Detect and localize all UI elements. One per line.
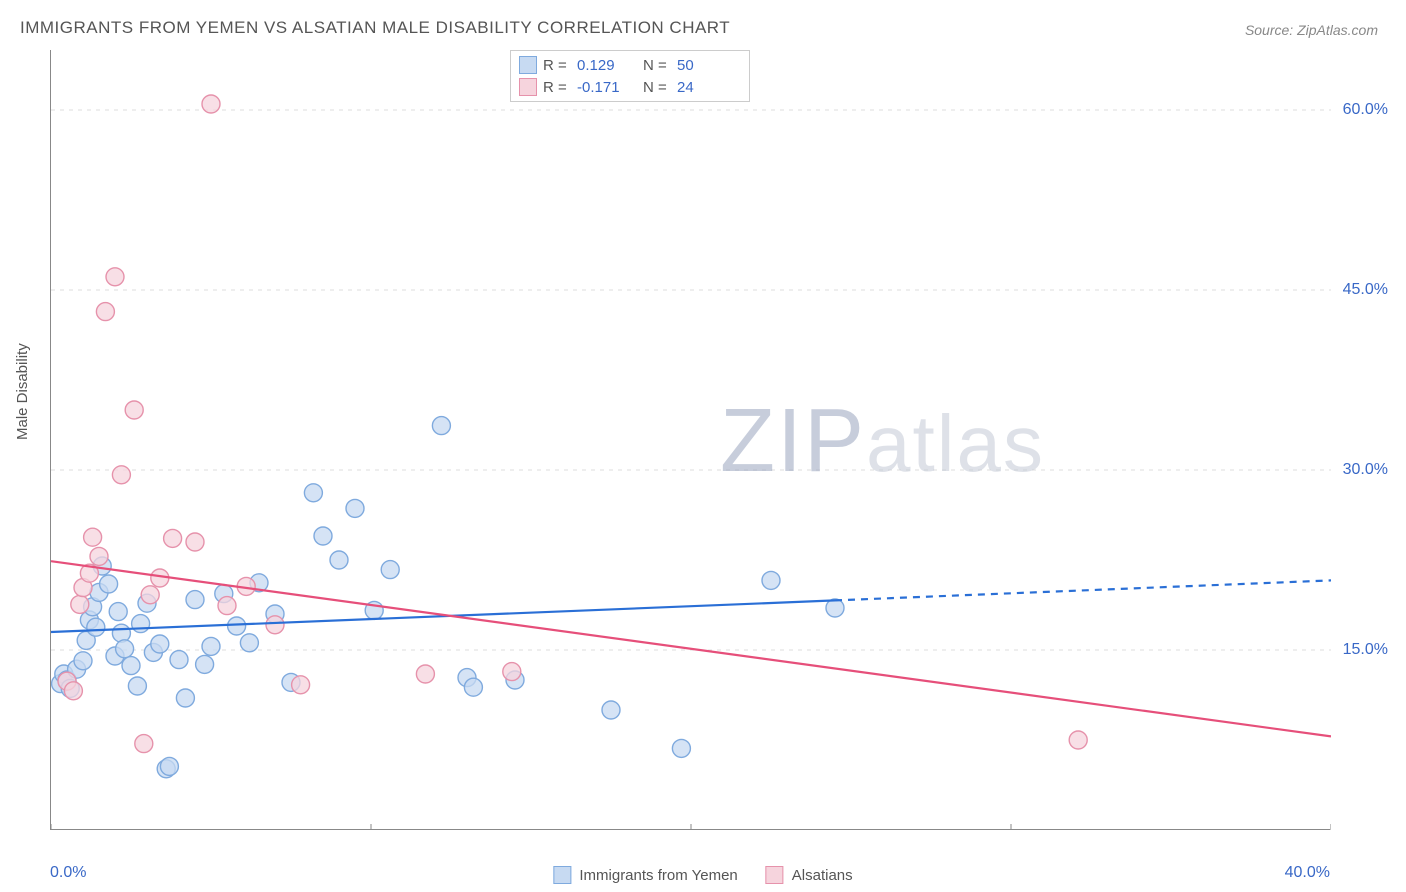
- legend-n-label: N =: [643, 57, 671, 74]
- legend-r-label: R =: [543, 79, 571, 96]
- y-tick-label: 60.0%: [1343, 101, 1388, 119]
- legend-stats-row: R = 0.129 N = 50: [519, 54, 737, 76]
- legend-r-value: -0.171: [577, 79, 637, 96]
- source-label: Source: ZipAtlas.com: [1245, 22, 1378, 38]
- x-tick-label: 40.0%: [1285, 864, 1330, 882]
- legend-n-label: N =: [643, 79, 671, 96]
- legend-series-label: Alsatians: [792, 867, 853, 884]
- legend-swatch-icon: [519, 78, 537, 96]
- scatter-svg: [51, 50, 1331, 830]
- legend-series: Immigrants from Yemen Alsatians: [553, 866, 852, 884]
- y-tick-label: 45.0%: [1343, 281, 1388, 299]
- legend-series-label: Immigrants from Yemen: [579, 867, 737, 884]
- legend-n-value: 50: [677, 57, 737, 74]
- legend-item: Alsatians: [766, 866, 853, 884]
- plot-area: [50, 50, 1330, 830]
- legend-stats: R = 0.129 N = 50 R = -0.171 N = 24: [510, 50, 750, 102]
- legend-item: Immigrants from Yemen: [553, 866, 737, 884]
- y-tick-label: 15.0%: [1343, 641, 1388, 659]
- legend-r-value: 0.129: [577, 57, 637, 74]
- legend-swatch-icon: [766, 866, 784, 884]
- legend-stats-row: R = -0.171 N = 24: [519, 76, 737, 98]
- legend-swatch-icon: [553, 866, 571, 884]
- legend-r-label: R =: [543, 57, 571, 74]
- chart-title: IMMIGRANTS FROM YEMEN VS ALSATIAN MALE D…: [20, 18, 730, 38]
- x-tick-label: 0.0%: [50, 864, 86, 882]
- y-tick-label: 30.0%: [1343, 461, 1388, 479]
- y-axis-label: Male Disability: [14, 343, 31, 440]
- legend-swatch-icon: [519, 56, 537, 74]
- legend-n-value: 24: [677, 79, 737, 96]
